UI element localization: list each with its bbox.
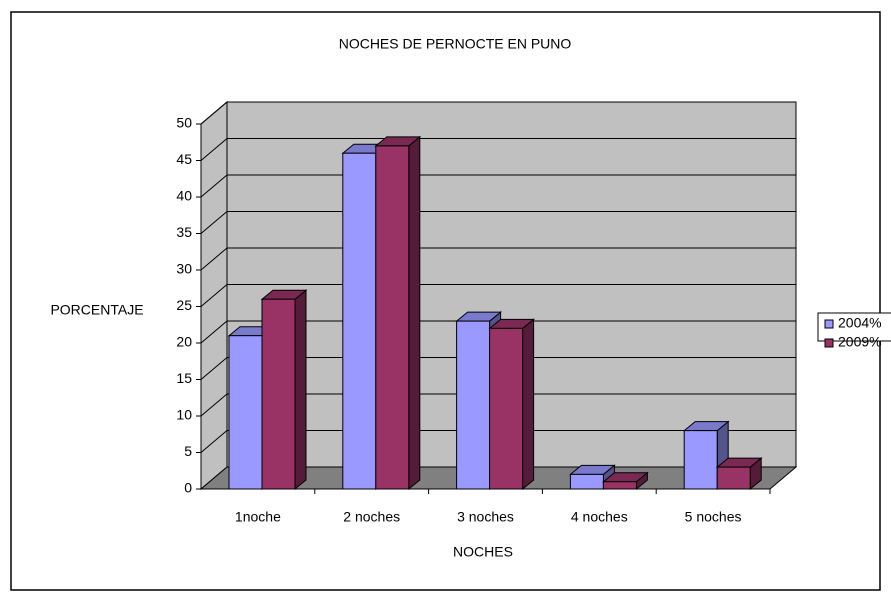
y-tick-label: 45: [176, 151, 192, 167]
bar-front: [569, 473, 604, 490]
y-tick-label: 40: [176, 188, 192, 204]
bar-front: [342, 152, 377, 490]
grid-line: [200, 320, 796, 344]
y-tick-label: 0: [184, 480, 192, 496]
bar: [601, 471, 649, 491]
bar: [374, 135, 422, 491]
grid-line: [200, 284, 796, 307]
x-tick-label: 3 noches: [457, 509, 514, 525]
bar-front: [716, 466, 751, 490]
y-tick-label: 25: [176, 297, 192, 313]
grid-line: [200, 101, 796, 125]
grid-line: [200, 393, 796, 417]
bar-side: [294, 289, 307, 491]
bar-side: [408, 135, 421, 491]
bar-side: [522, 318, 535, 491]
grid-line: [200, 174, 796, 198]
bar: [260, 289, 308, 491]
bar-front: [375, 145, 410, 490]
grid-line: [200, 357, 796, 380]
grid-line: [200, 247, 796, 271]
bar: [488, 318, 536, 491]
y-tick-label: 5: [184, 443, 192, 459]
plot-area: [196, 100, 798, 494]
y-tick-label: 35: [176, 224, 192, 240]
y-tick-label: 20: [176, 334, 192, 350]
y-tick-label: 30: [176, 261, 192, 277]
y-tick-label: 15: [176, 370, 192, 386]
bar-front: [683, 430, 718, 490]
x-tick-label: 4 noches: [571, 509, 628, 525]
x-tick-label: 1noche: [235, 509, 281, 525]
bar-front: [489, 327, 524, 490]
bar: [715, 457, 763, 491]
y-tick-label: 10: [176, 407, 192, 423]
bar-front: [261, 298, 296, 490]
legend-swatch: [824, 319, 834, 329]
legend-label: 2009%: [838, 334, 882, 350]
legend-swatch: [824, 338, 834, 348]
grid-line: [200, 430, 796, 453]
x-tick-label: 2 noches: [343, 509, 400, 525]
bar-front: [228, 335, 263, 490]
bar-front: [602, 481, 637, 490]
y-axis-label: PORCENTAJE: [50, 302, 143, 318]
y-tick-label: 50: [176, 115, 192, 131]
x-axis-label: NOCHES: [453, 544, 513, 560]
bar-front: [456, 320, 491, 490]
x-tick-label: 5 noches: [685, 509, 742, 525]
grid-line: [200, 211, 796, 234]
chart-title: NOCHES DE PERNOCTE EN PUNO: [339, 36, 572, 52]
grid-line: [200, 138, 796, 161]
legend-label: 2004%: [838, 315, 882, 331]
